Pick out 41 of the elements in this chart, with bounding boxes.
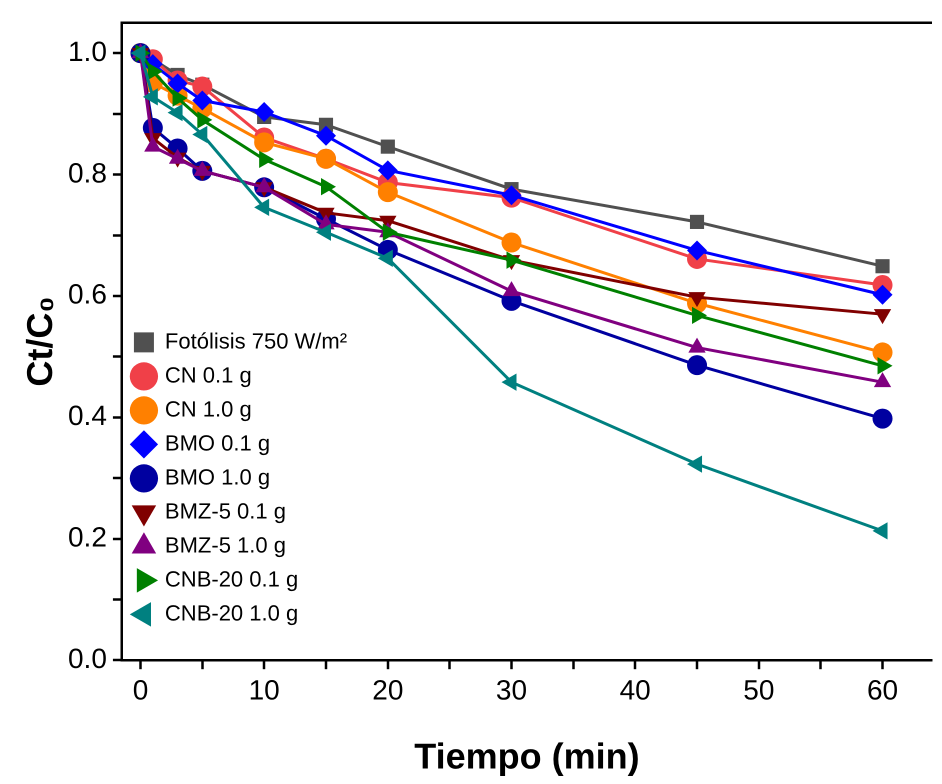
y-tick-label: 0.8	[68, 157, 107, 188]
y-tick-label: 0.2	[68, 522, 107, 553]
legend-label: CN 0.1 g	[164, 362, 252, 388]
point	[378, 182, 398, 202]
legend-label: BMZ-5 0.1 g	[164, 498, 286, 524]
point	[192, 76, 212, 97]
point	[502, 232, 522, 253]
point	[872, 284, 893, 305]
point	[690, 214, 704, 229]
x-tick-label: 60	[866, 674, 898, 706]
x-tick-label: 20	[372, 674, 404, 706]
x-tick-label: 50	[743, 674, 774, 706]
x-tick-label: 40	[620, 674, 651, 706]
point	[687, 355, 708, 376]
y-tick-label: 1.0	[68, 36, 107, 67]
point	[254, 132, 274, 152]
legend-label: BMO 0.1 g	[164, 430, 270, 456]
point	[872, 408, 893, 429]
point	[380, 140, 395, 154]
point	[316, 126, 336, 146]
legend-label: Fotólisis 750 W/m²	[164, 328, 348, 354]
point	[168, 74, 188, 94]
point	[192, 90, 212, 110]
y-tick-label: 0.4	[68, 400, 107, 432]
y-axis-title: Ct/C₀	[18, 296, 60, 387]
point	[687, 240, 708, 260]
y-tick-label: 0.0	[68, 642, 107, 674]
point	[378, 160, 398, 180]
x-tick-label: 0	[132, 674, 148, 706]
y-tick-label: 0.6	[68, 278, 107, 310]
legend-label: CNB-20 0.1 g	[164, 566, 298, 592]
x-axis-title: Tiempo (min)	[414, 735, 640, 776]
x-tick-label: 30	[496, 674, 528, 706]
x-tick-label: 10	[248, 674, 280, 706]
legend-label: BMZ-5 1.0 g	[164, 532, 286, 558]
legend-label: CN 1.0 g	[164, 396, 252, 422]
legend-label: BMO 1.0 g	[164, 464, 270, 490]
legend-label: CNB-20 1.0 g	[164, 600, 298, 626]
point	[872, 342, 893, 362]
point	[254, 102, 274, 122]
point	[875, 259, 890, 274]
